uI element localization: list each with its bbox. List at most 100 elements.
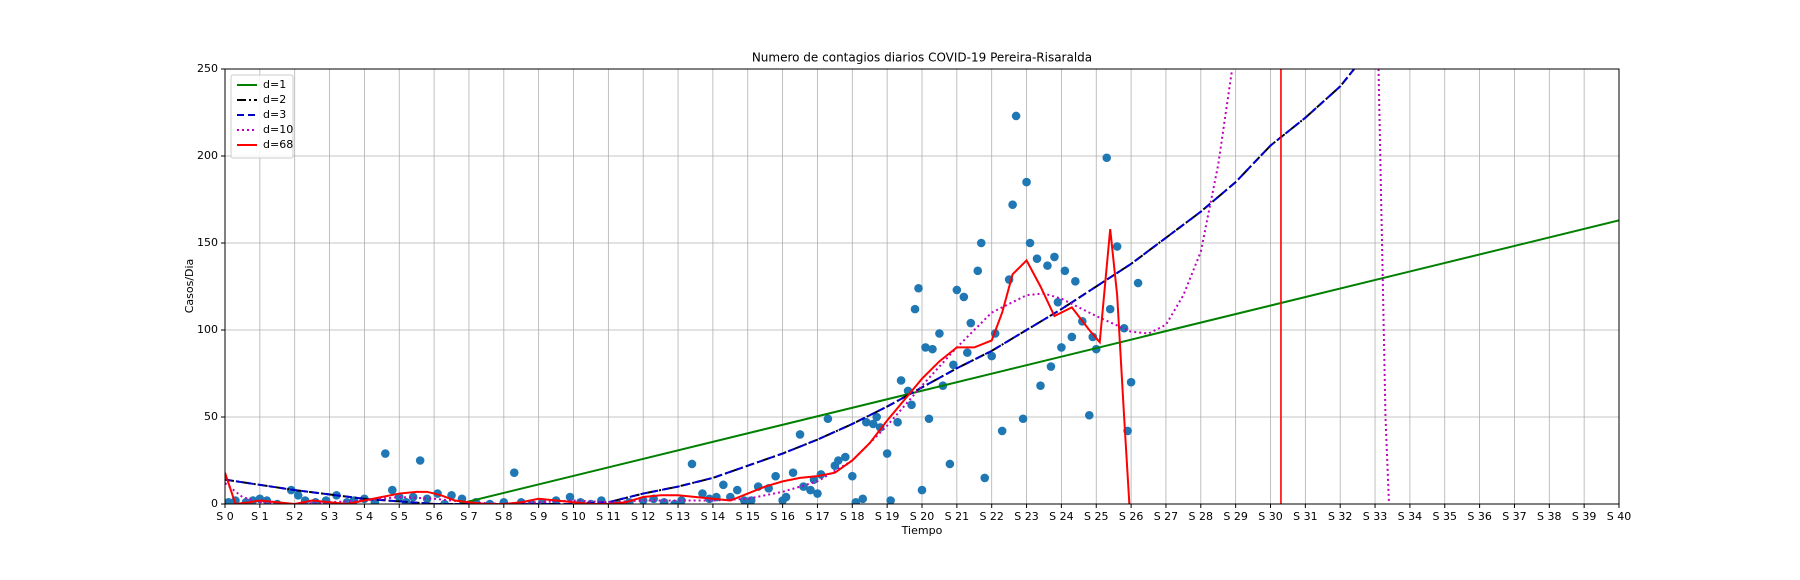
scatter-point — [1102, 153, 1112, 163]
scatter-point — [914, 283, 923, 293]
x-tick-label: S 3 — [321, 510, 338, 523]
x-tick-label: S 38 — [1537, 510, 1561, 523]
scatter-point — [1050, 252, 1059, 262]
x-tick-label: S 15 — [736, 510, 760, 523]
x-tick-label: S 1 — [251, 510, 268, 523]
scatter-point — [499, 497, 509, 504]
scatter-point — [959, 292, 969, 302]
scatter-point — [872, 412, 881, 422]
x-tick-label: S 40 — [1607, 510, 1631, 523]
scatter-point — [907, 400, 916, 410]
y-tick-label: 50 — [204, 410, 218, 423]
line-series — [225, 69, 1355, 504]
scatter-point — [813, 489, 822, 498]
line-series — [225, 69, 1390, 504]
scatter-point — [422, 494, 432, 504]
scatter-point — [1112, 242, 1122, 251]
x-tick-label: S 10 — [561, 510, 585, 523]
x-tick-label: S 37 — [1502, 510, 1526, 523]
scatter-point — [1022, 177, 1031, 187]
axes: 0 50 100 150 200 250 S 0 S 1 S 2 S 3 S 4 S 5 S 6 S 7 S… — [197, 62, 1631, 523]
x-tick-label: S 24 — [1049, 510, 1073, 523]
x-tick-label: S 21 — [945, 510, 969, 523]
scatter-point — [1057, 343, 1066, 352]
x-tick-label: S 11 — [596, 510, 620, 523]
scatter-point — [963, 348, 972, 357]
x-tick-label: S 22 — [979, 510, 1003, 523]
x-tick-label: S 16 — [770, 510, 794, 523]
scatter-point — [1036, 381, 1045, 390]
grid — [224, 68, 1620, 505]
scatter-point — [795, 430, 805, 439]
scatter-point — [823, 414, 833, 424]
scatter-point — [771, 471, 780, 481]
scatter-point — [973, 266, 983, 276]
scatter-point — [225, 497, 233, 504]
x-tick-label: S 5 — [391, 510, 408, 523]
x-tick-label: S 7 — [460, 510, 477, 523]
x-axis-label: Tiempo — [901, 524, 943, 537]
scatter-point — [1060, 266, 1070, 276]
scatter-point — [921, 343, 930, 352]
legend-label: d=2 — [263, 93, 286, 106]
x-tick-label: S 27 — [1154, 510, 1178, 523]
x-tick-label: S 9 — [530, 510, 547, 523]
x-tick-label: S 28 — [1189, 510, 1213, 523]
scatter-point — [415, 456, 425, 465]
scatter-point — [987, 351, 996, 361]
scatter-point — [293, 491, 303, 500]
scatter-point — [1046, 362, 1056, 371]
x-tick-label: S 26 — [1119, 510, 1143, 523]
scatter-point — [966, 318, 976, 328]
scatter-point — [788, 468, 798, 477]
line-series — [458, 219, 1619, 504]
scatter-point — [1011, 111, 1021, 121]
scatter-point — [565, 492, 575, 502]
scatter-point — [799, 482, 808, 491]
scatter-point — [917, 485, 927, 495]
scatter-point — [1126, 377, 1136, 387]
x-tick-label: S 29 — [1223, 510, 1247, 523]
x-tick-label: S 19 — [875, 510, 899, 523]
scatter-point — [1088, 332, 1098, 342]
scatter-point — [1043, 261, 1052, 270]
x-tick-label: S 14 — [701, 510, 725, 523]
x-tick-label: S 8 — [495, 510, 512, 523]
scatter-point — [980, 473, 990, 483]
scatter-point — [949, 360, 958, 370]
scatter-point — [1008, 200, 1017, 210]
scatter-point — [952, 285, 962, 295]
scatter-point — [387, 485, 397, 495]
legend-box — [230, 74, 294, 159]
x-tick-label: S 2 — [286, 510, 303, 523]
scatter-point — [1067, 332, 1077, 342]
legend-label: d=10 — [263, 123, 293, 136]
x-tick-label: S 32 — [1328, 510, 1352, 523]
scatter-point — [841, 452, 850, 462]
scatter-point — [408, 492, 418, 502]
scatter-point — [851, 497, 861, 504]
scatter-point — [976, 238, 986, 248]
x-tick-label: S 13 — [666, 510, 690, 523]
x-tick-label: S 20 — [910, 510, 934, 523]
scatter-point — [509, 468, 519, 477]
scatter-point — [687, 459, 697, 469]
plot-area — [225, 69, 1619, 504]
y-tick-label: 200 — [197, 149, 218, 162]
y-tick-label: 0 — [211, 497, 218, 510]
x-tick-label: S 6 — [425, 510, 442, 523]
legend: d=1 d=2 d=3 d=10 d=68 — [230, 74, 294, 159]
scatter-point — [935, 329, 944, 338]
scatter-point — [732, 485, 742, 495]
scatter-point — [848, 471, 857, 481]
scatter-point — [781, 492, 791, 502]
scatter-point — [806, 485, 815, 495]
scatter-point — [485, 499, 495, 504]
scatter-point — [440, 499, 449, 504]
y-tick-label: 150 — [197, 236, 218, 249]
scatter-point — [924, 414, 934, 424]
scatter-point — [834, 456, 843, 465]
x-tick-label: S 17 — [805, 510, 829, 523]
scatter-point — [861, 417, 871, 427]
